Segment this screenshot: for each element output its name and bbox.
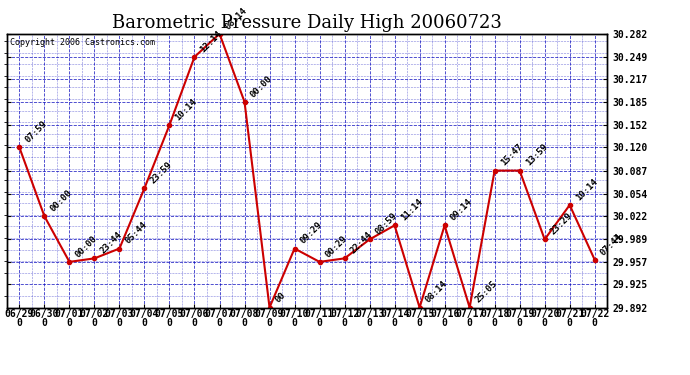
Text: 10:14: 10:14	[574, 177, 599, 202]
Text: 23:44: 23:44	[99, 230, 124, 256]
Text: 23:29: 23:29	[549, 211, 574, 237]
Text: 11:14: 11:14	[399, 197, 424, 223]
Text: 00:00: 00:00	[248, 74, 274, 99]
Text: 08:14: 08:14	[424, 279, 449, 305]
Text: 00:29: 00:29	[324, 234, 349, 259]
Text: Copyright 2006 Castronics.com: Copyright 2006 Castronics.com	[10, 38, 155, 47]
Text: 07:59: 07:59	[23, 119, 49, 145]
Text: 09:29: 09:29	[299, 220, 324, 246]
Text: 25:05: 25:05	[474, 279, 499, 305]
Text: 00: 00	[274, 291, 288, 305]
Text: 13:59: 13:59	[524, 142, 549, 168]
Text: 15:47: 15:47	[499, 142, 524, 168]
Title: Barometric Pressure Daily High 20060723: Barometric Pressure Daily High 20060723	[112, 14, 502, 32]
Text: 22:44: 22:44	[348, 230, 374, 256]
Text: 05:44: 05:44	[124, 220, 149, 246]
Text: 08:14: 08:14	[224, 6, 249, 31]
Text: 12:14: 12:14	[199, 29, 224, 54]
Text: 10:14: 10:14	[174, 97, 199, 122]
Text: 00:00: 00:00	[48, 188, 74, 213]
Text: 09:14: 09:14	[448, 197, 474, 223]
Text: 23:59: 23:59	[148, 160, 174, 185]
Text: 00:00: 00:00	[74, 234, 99, 259]
Text: 07:44: 07:44	[599, 232, 624, 257]
Text: 08:59: 08:59	[374, 211, 399, 237]
